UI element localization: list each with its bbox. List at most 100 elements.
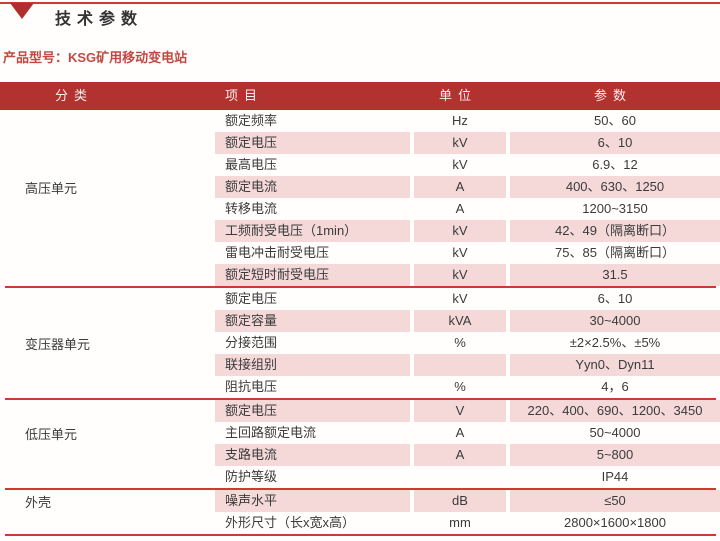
cell-param: Yyn0、Dyn11 [506, 354, 720, 376]
cell-param: 2800×1600×1800 [506, 512, 720, 534]
cell-item: 主回路额定电流 [225, 425, 317, 440]
table-row: 外形尺寸（长x宽x高） mm 2800×1600×1800 [215, 512, 720, 534]
cell-item: 额定电流 [215, 176, 410, 198]
cell-unit: A [410, 422, 506, 444]
cell-param: ≤50 [506, 490, 720, 512]
cell-unit: kVA [410, 310, 506, 332]
cell-param: 42、49（隔离断口） [506, 220, 720, 242]
cell-item: 外形尺寸（长x宽x高） [225, 515, 356, 530]
cell-unit: kV [410, 220, 506, 242]
cell-item: 额定容量 [215, 310, 410, 332]
cell-unit: kV [410, 132, 506, 154]
column-header-param: 参数 [593, 88, 632, 103]
table-row: 主回路额定电流 A 50~4000 [215, 422, 720, 444]
cell-unit: dB [410, 490, 506, 512]
cell-param: 1200~3150 [506, 198, 720, 220]
product-model-label: 产品型号：KSG矿用移动变电站 [3, 50, 188, 65]
table-row: 工频耐受电压（1min） kV 42、49（隔离断口） [215, 220, 720, 242]
cell-item: 额定电压 [215, 132, 410, 154]
cell-unit: kV [410, 154, 506, 176]
category-cell: 变压器单元 [0, 288, 215, 398]
top-divider [0, 2, 720, 4]
table-row: 联接组别 Yyn0、Dyn11 [215, 354, 720, 376]
cell-unit: % [410, 332, 506, 354]
cell-item: 分接范围 [225, 335, 278, 350]
cell-unit: mm [410, 512, 506, 534]
cell-param: 220、400、690、1200、3450 [506, 400, 720, 422]
cell-param: 50、60 [506, 110, 720, 132]
table-row: 最高电压 kV 6.9、12 [215, 154, 720, 176]
cell-item: 工频耐受电压（1min） [215, 220, 410, 242]
cell-param: 4，6 [506, 376, 720, 398]
cell-param: 400、630、1250 [506, 176, 720, 198]
cell-item: 雷电冲击耐受电压 [225, 245, 330, 260]
cell-unit: A [410, 176, 506, 198]
cell-item: 支路电流 [215, 444, 410, 466]
cell-param: IP44 [506, 466, 720, 488]
category-label: 高压单元 [25, 180, 78, 196]
cell-unit [410, 354, 506, 376]
cell-param: 6、10 [506, 288, 720, 310]
cell-unit: V [410, 400, 506, 422]
cell-item: 防护等级 [225, 469, 278, 484]
page-title: 技术参数 [55, 11, 144, 28]
table-row: 防护等级 IP44 [215, 466, 720, 488]
table-row: 额定电流 A 400、630、1250 [215, 176, 720, 198]
table-row: 额定电压 V 220、400、690、1200、3450 [215, 400, 720, 422]
cell-item: 额定频率 [225, 113, 278, 128]
table-row: 额定频率 Hz 50、60 [215, 110, 720, 132]
column-header-category: 分类 [55, 88, 94, 103]
table-header-row: 分类 项目 单位 参数 [0, 82, 720, 110]
spec-table: 分类 项目 单位 参数 高压单元 额定频率 Hz 50、60 额定电压 kV 6、10 最高电… [0, 82, 720, 536]
cell-param: 50~4000 [506, 422, 720, 444]
cell-unit: kV [410, 264, 506, 286]
category-label: 低压单元 [25, 426, 78, 442]
cell-item: 额定短时耐受电压 [215, 264, 410, 286]
cell-param: 5~800 [506, 444, 720, 466]
cell-item: 额定电压 [215, 400, 410, 422]
cell-unit: kV [410, 288, 506, 310]
cell-item: 最高电压 [225, 157, 278, 172]
table-row: 转移电流 A 1200~3150 [215, 198, 720, 220]
cell-param: 6.9、12 [506, 154, 720, 176]
table-section: 低压单元 额定电压 V 220、400、690、1200、3450 主回路额定电流 A 50… [0, 400, 720, 490]
cell-unit [410, 466, 506, 488]
cell-unit: A [410, 198, 506, 220]
table-row: 阻抗电压% 4，6 [215, 376, 720, 398]
category-cell: 外壳 [0, 490, 215, 534]
table-section: 变压器单元 额定电压 kV 6、10 额定容量 kVA 30~4000 分接范围% ±2×2.5… [0, 288, 720, 400]
table-row: 支路电流 A 5~800 [215, 444, 720, 466]
section-rows: 额定电压 V 220、400、690、1200、3450 主回路额定电流 A 50~400… [215, 400, 720, 488]
table-row: 额定容量 kVA 30~4000 [215, 310, 720, 332]
category-label: 外壳 [25, 494, 52, 510]
table-section: 外壳 噪声水平 dB ≤50 外形尺寸（长x宽x高） mm 2800×1600×1800 [0, 490, 720, 536]
cell-item: 额定电压 [225, 291, 278, 306]
cell-param: 31.5 [506, 264, 720, 286]
category-cell: 高压单元 [0, 110, 215, 286]
section-rows: 额定频率 Hz 50、60 额定电压 kV 6、10 最高电压 kV 6.9、12 额定电流 A 40… [215, 110, 720, 286]
column-header-item: 项目 [225, 88, 264, 103]
cell-param: ±2×2.5%、±5% [506, 332, 720, 354]
table-row: 额定电压 kV 6、10 [215, 132, 720, 154]
cell-param: 6、10 [506, 132, 720, 154]
section-rows: 额定电压 kV 6、10 额定容量 kVA 30~4000 分接范围% ±2×2.5%、±5%… [215, 288, 720, 398]
table-body: 高压单元 额定频率 Hz 50、60 额定电压 kV 6、10 最高电压 kV 6.9、12 额定电… [0, 110, 720, 536]
cell-unit: kV [410, 242, 506, 264]
category-cell: 低压单元 [0, 400, 215, 488]
cell-unit: % [410, 376, 506, 398]
column-header-unit: 单位 [438, 88, 477, 103]
cell-item: 联接组别 [215, 354, 410, 376]
cell-item: 转移电流 [225, 201, 278, 216]
cell-param: 30~4000 [506, 310, 720, 332]
cell-item: 阻抗电压 [225, 379, 278, 394]
table-row: 噪声水平 dB ≤50 [215, 490, 720, 512]
cell-unit: Hz [410, 110, 506, 132]
cell-item: 噪声水平 [215, 490, 410, 512]
cell-unit: A [410, 444, 506, 466]
table-row: 分接范围% ±2×2.5%、±5% [215, 332, 720, 354]
table-row: 雷电冲击耐受电压 kV 75、85（隔离断口） [215, 242, 720, 264]
section-rows: 噪声水平 dB ≤50 外形尺寸（长x宽x高） mm 2800×1600×1800 [215, 490, 720, 534]
cell-param: 75、85（隔离断口） [506, 242, 720, 264]
table-row: 额定电压 kV 6、10 [215, 288, 720, 310]
